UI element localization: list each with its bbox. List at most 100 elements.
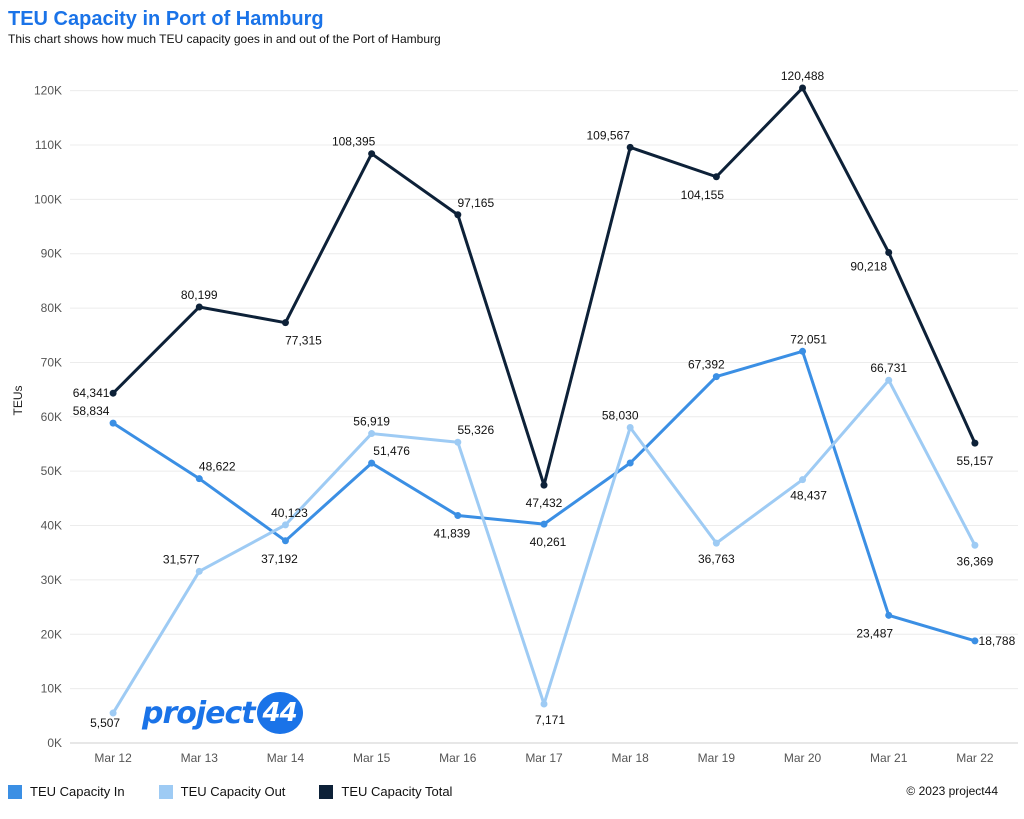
y-tick-label: 20K (41, 627, 62, 641)
data-point (799, 476, 807, 484)
data-point (454, 211, 462, 219)
y-axis-label: TEUs (11, 386, 25, 416)
data-point (885, 611, 893, 619)
data-label: 47,432 (526, 496, 563, 510)
data-point (712, 373, 720, 381)
data-point (885, 376, 893, 384)
x-tick-label: Mar 14 (267, 751, 305, 765)
y-tick-label: 60K (41, 410, 62, 424)
y-tick-label: 120K (34, 84, 62, 98)
data-point (368, 459, 376, 467)
data-label: 67,392 (688, 358, 725, 372)
data-label: 7,171 (535, 713, 565, 727)
data-point (454, 438, 462, 446)
legend-label-out: TEU Capacity Out (180, 784, 286, 799)
data-point (799, 84, 807, 92)
data-label: 48,437 (790, 489, 827, 503)
data-point (454, 512, 462, 520)
x-tick-label: Mar 22 (956, 751, 994, 765)
data-label: 108,395 (332, 135, 376, 149)
legend-item-total[interactable]: TEU Capacity Total (319, 784, 452, 799)
x-tick-label: Mar 20 (784, 751, 822, 765)
legend-item-out[interactable]: TEU Capacity Out (158, 784, 286, 799)
data-point (799, 347, 807, 355)
data-point (885, 249, 893, 257)
data-point (540, 700, 548, 708)
data-point (281, 537, 289, 545)
legend-swatch-total (319, 784, 334, 799)
data-point (971, 541, 979, 549)
y-tick-label: 30K (41, 573, 62, 587)
data-label: 66,731 (870, 361, 907, 375)
y-tick-label: 110K (35, 138, 62, 152)
data-label: 40,123 (271, 506, 308, 520)
x-tick-label: Mar 12 (94, 751, 132, 765)
data-label: 80,199 (181, 288, 218, 302)
data-point (971, 439, 979, 447)
data-label: 90,218 (850, 260, 887, 274)
data-point (195, 567, 203, 575)
data-label: 36,369 (957, 554, 994, 568)
data-point (540, 520, 548, 528)
data-label: 51,476 (373, 444, 410, 458)
x-tick-label: Mar 16 (439, 751, 477, 765)
data-label: 56,919 (353, 415, 390, 429)
data-label: 5,507 (90, 716, 120, 730)
data-label: 37,192 (261, 552, 298, 566)
data-point (971, 637, 979, 645)
x-tick-label: Mar 21 (870, 751, 908, 765)
data-point (712, 539, 720, 547)
data-point (109, 389, 117, 397)
data-label: 58,030 (602, 409, 639, 423)
data-label: 36,763 (698, 552, 735, 566)
data-label: 23,487 (856, 626, 893, 640)
y-tick-label: 40K (41, 519, 62, 533)
data-point (540, 481, 548, 489)
x-tick-label: Mar 19 (698, 751, 736, 765)
series-line-2 (112, 86, 977, 487)
data-point (195, 303, 203, 311)
data-label: 48,622 (199, 460, 236, 474)
logo-badge: 44 (256, 692, 303, 734)
data-point (712, 173, 720, 181)
chart-title: TEU Capacity in Port of Hamburg (8, 8, 324, 30)
y-tick-label: 80K (41, 301, 62, 315)
legend-swatch-in (8, 784, 22, 799)
x-tick-label: Mar 17 (525, 751, 563, 765)
data-label: 97,165 (457, 196, 494, 210)
y-tick-label: 100K (34, 192, 62, 206)
chart-subtitle: This chart shows how much TEU capacity g… (8, 32, 441, 46)
data-label: 58,834 (73, 404, 110, 418)
y-tick-label: 50K (41, 464, 62, 478)
x-tick-label: Mar 15 (353, 751, 391, 765)
y-tick-label: 10K (41, 682, 62, 696)
legend-swatch-out (158, 784, 173, 799)
line-chart: 0K 10K 20K 30K 40K 50K 60K 70K 80K 90K 100K 110K 120… (11, 69, 1018, 765)
data-label: 64,341 (73, 386, 110, 400)
data-point (195, 475, 203, 483)
data-point (109, 419, 117, 427)
data-label: 18,788 (979, 634, 1016, 648)
y-tick-label: 70K (41, 355, 62, 369)
legend-label-total: TEU Capacity Total (341, 784, 453, 799)
data-label: 41,839 (433, 527, 470, 541)
legend-item-in[interactable]: TEU Capacity In (8, 784, 125, 799)
data-point (626, 424, 634, 432)
data-point (109, 709, 117, 717)
x-tick-label: Mar 13 (181, 751, 219, 765)
data-label: 55,157 (957, 454, 994, 468)
logo-text: project (142, 695, 256, 731)
data-label: 31,577 (163, 552, 200, 566)
data-point (368, 430, 376, 438)
x-tick-label: Mar 18 (612, 751, 650, 765)
data-point (281, 319, 289, 327)
data-label: 120,488 (781, 69, 825, 83)
data-point (281, 521, 289, 529)
data-label: 55,326 (457, 423, 494, 437)
data-point (368, 150, 376, 158)
data-label: 72,051 (790, 332, 827, 346)
data-label: 40,261 (530, 535, 567, 549)
project44-logo: project 44 (142, 692, 303, 734)
y-tick-label: 0K (47, 736, 62, 750)
data-point (626, 143, 634, 151)
